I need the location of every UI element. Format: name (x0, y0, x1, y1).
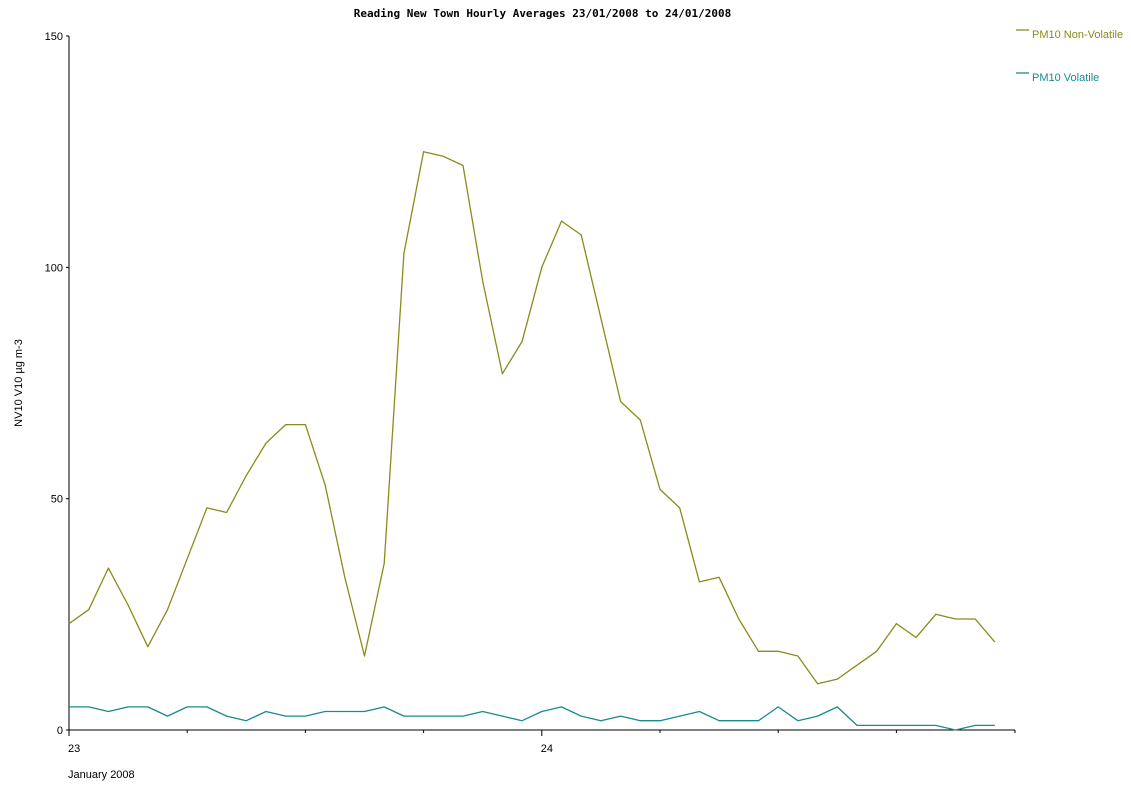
series-line-pm10-volatile (69, 706, 995, 731)
y-tick-label: 0 (57, 725, 63, 737)
y-tick-label: 50 (51, 494, 63, 506)
plot-area (68, 151, 996, 731)
x-axis-sublabel: January 2008 (68, 769, 135, 781)
legend-label: PM10 Volatile (1032, 72, 1099, 84)
y-tick-label: 150 (45, 31, 63, 43)
y-tick-label: 100 (45, 262, 63, 274)
axes: 0 50 100 150 NV10 V10 µg m-3 23 24 January 2008 (13, 31, 1016, 781)
chart-title: Reading New Town Hourly Averages 23/01/2… (353, 7, 732, 20)
x-tick-label: 24 (541, 743, 553, 755)
x-tick-label: 23 (68, 743, 80, 755)
series-line-pm10-non-volatile (68, 151, 996, 685)
y-axis-title: NV10 V10 µg m-3 (13, 339, 25, 427)
legend: PM10 Non-Volatile PM10 Volatile (1016, 29, 1123, 84)
legend-label: PM10 Non-Volatile (1032, 29, 1123, 41)
